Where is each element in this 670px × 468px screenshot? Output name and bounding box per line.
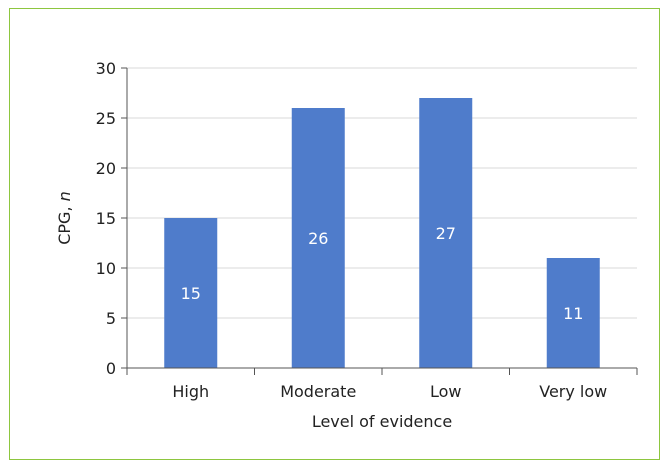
x-tick-label: High: [172, 382, 209, 401]
bar-high: [164, 218, 218, 368]
y-axis-title-main: CPG,: [55, 201, 74, 244]
y-axis-title: CPG, n: [55, 191, 74, 245]
bars: [164, 98, 600, 368]
bar-data-label: 27: [436, 224, 456, 243]
y-tick-label: 15: [96, 209, 116, 228]
bar-data-label: 15: [181, 284, 201, 303]
y-tick-label: 25: [96, 109, 116, 128]
bar-very-low: [546, 258, 600, 368]
y-tick-label: 0: [106, 359, 116, 378]
x-tick-label: Moderate: [280, 382, 356, 401]
x-tick-label: Low: [430, 382, 462, 401]
y-tick-label: 5: [106, 309, 116, 328]
bar-moderate: [291, 108, 345, 368]
x-tick-labels: High Moderate Low Very low: [172, 382, 607, 401]
bar-data-label: 26: [308, 229, 328, 248]
y-tick-label: 20: [96, 159, 116, 178]
bar-low: [419, 98, 473, 368]
x-tick-label: Very low: [539, 382, 607, 401]
axes: [121, 67, 638, 375]
bar-data-label: 11: [563, 304, 583, 323]
y-axis-title-italic: n: [55, 191, 74, 201]
y-tick-label: 30: [96, 59, 116, 78]
y-tick-labels: 0 5 10 15 20 25 30: [96, 59, 116, 378]
y-tick-label: 10: [96, 259, 116, 278]
data-labels: 15 26 27 11: [181, 224, 584, 323]
x-axis-title: Level of evidence: [312, 412, 452, 431]
